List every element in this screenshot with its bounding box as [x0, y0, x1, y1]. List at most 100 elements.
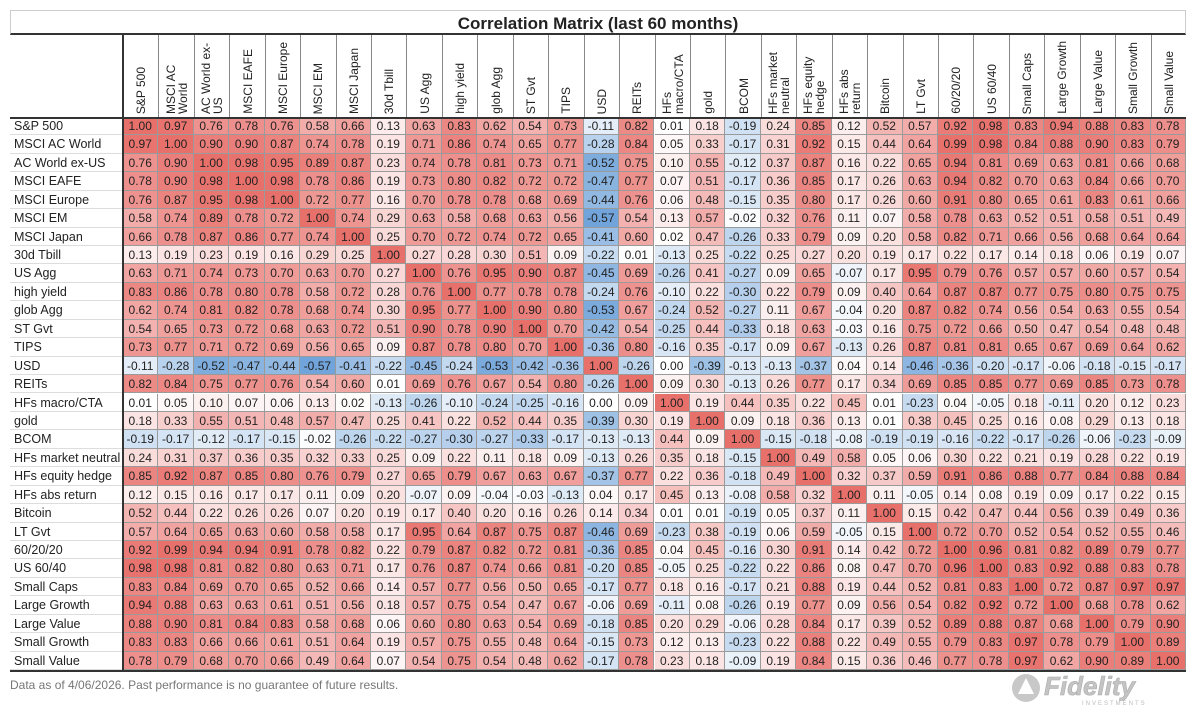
heatmap-cell: 0.74 — [477, 227, 513, 247]
heatmap-cell: 0.54 — [902, 596, 938, 615]
heatmap-cell: 0.92 — [123, 540, 159, 560]
heatmap-cell: 0.19 — [1115, 246, 1151, 265]
heatmap-cell: 0.97 — [1008, 651, 1045, 670]
heatmap-cell: -0.20 — [583, 559, 620, 578]
heatmap-cell: 0.33 — [158, 411, 194, 431]
heatmap-cell: 0.68 — [477, 209, 513, 228]
heatmap-cell: -0.26 — [619, 356, 655, 376]
column-header: HFs equity hedge — [796, 35, 831, 117]
heatmap-cell: 0.87 — [902, 338, 938, 357]
heatmap-cell: 0.24 — [123, 448, 159, 468]
heatmap-cell: -0.26 — [335, 430, 372, 449]
heatmap-cell: 0.70 — [229, 577, 265, 597]
heatmap-cell: 0.72 — [902, 540, 938, 560]
heatmap-cell: 0.80 — [441, 614, 478, 634]
heatmap-cell: 0.85 — [229, 467, 265, 486]
heatmap-cell: -0.24 — [477, 393, 513, 412]
heatmap-cell: -0.15 — [264, 430, 301, 449]
heatmap-cell: 0.54 — [406, 651, 442, 670]
heatmap-cell: 0.63 — [1044, 172, 1080, 191]
heatmap-cell: 0.25 — [371, 448, 407, 468]
row-label: Small Caps — [10, 578, 123, 597]
row-label: US 60/40 — [10, 559, 123, 578]
heatmap-cell: 0.22 — [760, 559, 797, 578]
column-label: HFs equity hedge — [801, 56, 828, 114]
heatmap-cell: 1.00 — [406, 264, 442, 283]
heatmap-cell: 0.19 — [371, 633, 407, 652]
heatmap-cell: 0.63 — [300, 264, 336, 283]
heatmap-cell: 0.10 — [193, 393, 230, 412]
heatmap-cell: 0.20 — [831, 246, 868, 265]
heatmap-cell: 0.73 — [193, 319, 230, 339]
heatmap-cell: 0.67 — [477, 375, 513, 394]
heatmap-cell: 0.12 — [1115, 393, 1151, 412]
heatmap-cell: 0.70 — [902, 559, 938, 578]
heatmap-cell: 0.69 — [406, 375, 442, 394]
heatmap-cell: 0.87 — [193, 227, 230, 247]
heatmap-cell: 0.86 — [229, 227, 265, 247]
heatmap-cell: 0.17 — [867, 264, 903, 283]
heatmap-cell: -0.11 — [123, 356, 159, 376]
heatmap-cell: -0.37 — [796, 356, 832, 376]
heatmap-cell: 0.79 — [406, 540, 442, 560]
column-label: HFs abs return — [836, 69, 863, 114]
heatmap-cell: -0.36 — [583, 540, 620, 560]
heatmap-cell: 0.22 — [973, 448, 1009, 468]
heatmap-cell: 0.94 — [1044, 117, 1080, 136]
heatmap-cell: 0.37 — [193, 448, 230, 468]
heatmap-cell: 0.98 — [193, 172, 230, 191]
heatmap-cell: 0.52 — [1008, 209, 1045, 228]
heatmap-cell: 0.63 — [1044, 153, 1080, 173]
heatmap-cell: 0.66 — [229, 633, 265, 652]
heatmap-cell: -0.17 — [725, 135, 761, 154]
heatmap-cell: -0.17 — [725, 577, 761, 597]
heatmap-cell: 0.68 — [1044, 614, 1080, 634]
heatmap-cell: 0.74 — [477, 135, 513, 154]
heatmap-cell: -0.26 — [406, 393, 442, 412]
column-label: 60/20/20 — [949, 67, 964, 114]
column-label: MSCI EAFE — [240, 49, 255, 114]
heatmap-cell: 0.54 — [619, 319, 655, 339]
heatmap-cell: 0.88 — [796, 577, 832, 597]
label-divider — [122, 35, 124, 671]
heatmap-cell: 0.66 — [512, 559, 549, 578]
row-label: US Agg — [10, 264, 123, 283]
heatmap-cell: 0.60 — [1079, 264, 1116, 283]
heatmap-cell: -0.12 — [193, 430, 230, 449]
heatmap-cell: 0.90 — [158, 153, 194, 173]
heatmap-cell: 0.26 — [548, 504, 584, 523]
heatmap-cell: 0.84 — [158, 375, 194, 394]
heatmap-cell: 0.14 — [371, 577, 407, 597]
heatmap-cell: 0.18 — [689, 448, 726, 468]
heatmap-cell: 0.81 — [548, 559, 584, 578]
heatmap-cell: 0.72 — [512, 172, 549, 191]
heatmap-cell: 0.42 — [867, 540, 903, 560]
heatmap-cell: -0.02 — [300, 430, 336, 449]
heatmap-cell: 0.26 — [760, 375, 797, 394]
heatmap-cell: 0.67 — [796, 338, 832, 357]
heatmap-cell: 0.13 — [689, 485, 726, 505]
heatmap-cell: 0.65 — [548, 227, 584, 247]
heatmap-cell: 0.54 — [300, 375, 336, 394]
heatmap-cell: 0.05 — [867, 448, 903, 468]
heatmap-cell: 0.75 — [902, 319, 938, 339]
heatmap-cell: 0.25 — [689, 559, 726, 578]
heatmap-cell: 0.82 — [1044, 540, 1080, 560]
heatmap-cell: 0.42 — [937, 504, 974, 523]
column-label: glob Agg — [488, 67, 503, 114]
heatmap-cell: 0.65 — [902, 153, 938, 173]
heatmap-cell: 0.35 — [654, 448, 690, 468]
heatmap-cell: 0.72 — [1008, 596, 1045, 615]
heatmap-cell: 0.30 — [619, 411, 655, 431]
heatmap-cell: 0.26 — [619, 448, 655, 468]
heatmap-cell: 0.80 — [264, 467, 301, 486]
heatmap-cell: 0.60 — [619, 227, 655, 247]
heatmap-cell: 0.81 — [193, 559, 230, 578]
heatmap-cell: 0.91 — [937, 467, 974, 486]
heatmap-cell: 0.29 — [689, 614, 726, 634]
heatmap-cell: -0.06 — [725, 614, 761, 634]
heatmap-cell: 0.61 — [264, 596, 301, 615]
heatmap-cell: 0.32 — [760, 209, 797, 228]
column-label: Large Value — [1090, 50, 1105, 114]
heatmap-cell: 0.07 — [300, 504, 336, 523]
